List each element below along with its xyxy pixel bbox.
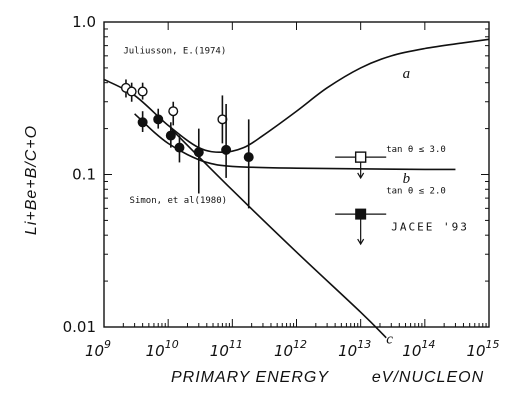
annotation-jacee: JACEE '93	[391, 220, 469, 233]
curve-label-b: b	[403, 171, 411, 187]
data-point-filled-circle	[193, 147, 204, 158]
y-axis-label: Li+Be+B/C+O	[23, 125, 40, 235]
data-point-open-circle	[126, 86, 137, 97]
data-point-open-circle	[137, 86, 148, 97]
x-tick-label: 1015	[466, 338, 499, 360]
plot-frame	[103, 21, 490, 328]
x-tick-label: 1014	[402, 338, 435, 360]
data-point-filled-circle	[221, 144, 232, 155]
x-axis-label: PRIMARY ENERGY	[171, 369, 329, 386]
curve-b	[134, 113, 456, 171]
curve-c	[170, 128, 387, 339]
upper-limit-arrow	[357, 172, 365, 180]
y-tick-label: 0.01	[63, 318, 96, 336]
curve-label-c: c	[386, 331, 393, 347]
x-tick-label: 109	[85, 338, 111, 360]
x-axis-unit: eV/NUCLEON	[372, 369, 484, 386]
x-tick-label: 1010	[146, 338, 179, 360]
annotation: tan θ ≤ 2.0	[386, 187, 446, 197]
data-point-filled-circle	[174, 142, 185, 153]
annotation: Juliusson, E.(1974)	[123, 47, 226, 57]
y-tick-label: 0.1	[72, 166, 96, 184]
data-point-filled-circle	[243, 152, 254, 163]
x-tick-label: 1012	[274, 338, 307, 360]
data-point-filled-circle	[165, 130, 176, 141]
y-tick-label: 1.0	[72, 13, 96, 31]
annotation: tan θ ≤ 3.0	[386, 145, 446, 155]
data-point-filled-circle	[153, 114, 164, 125]
x-tick-label: 1013	[338, 338, 371, 360]
annotation: Simon, et al(1980)	[130, 196, 228, 206]
data-point-filled-square	[355, 208, 367, 220]
x-tick-label: 1011	[210, 338, 243, 360]
upper-limit-arrow	[357, 238, 365, 246]
data-point-open-circle	[168, 106, 179, 117]
curve-label-a: a	[403, 66, 411, 82]
data-point-open-square	[354, 151, 367, 163]
data-point-filled-circle	[137, 117, 148, 128]
